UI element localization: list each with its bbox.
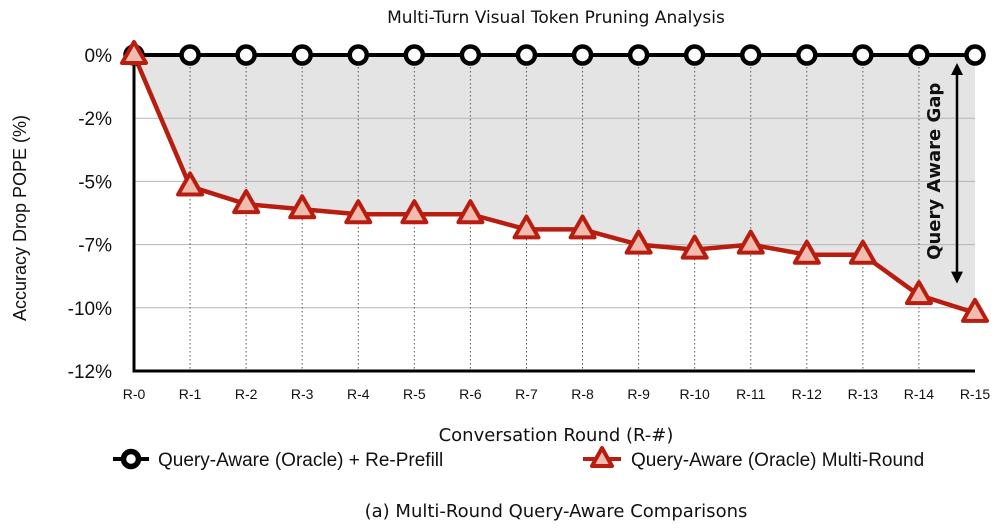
legend-label-re-prefill: Query-Aware (Oracle) + Re-Prefill (158, 450, 443, 471)
point-multi-round-8 (568, 214, 597, 240)
point-re-prefill-7 (515, 44, 538, 66)
point-multi-round-10 (680, 234, 709, 260)
x-tick-label-7: R-7 (515, 386, 538, 402)
point-multi-round-6 (456, 199, 485, 225)
point-multi-round-11 (736, 229, 765, 255)
y-tick-label-2: -5% (78, 172, 112, 193)
x-tick-label-0: R-0 (123, 386, 146, 402)
plot-area: 0% -2% -5% -7% -10% -12% R-0 R-1 R-2 R-3 R-4 R-5 R-6… (68, 40, 991, 402)
point-re-prefill-1 (179, 44, 201, 66)
point-multi-round-2 (232, 189, 261, 215)
y-tick-label-3: -7% (78, 236, 112, 257)
point-multi-round-5 (400, 199, 429, 225)
x-axis-label: Conversation Round (R-#) (439, 425, 674, 446)
gap-arrow-head-top (951, 63, 963, 75)
x-tick-label-9: R-9 (627, 386, 650, 402)
y-axis-label: Accuracy Drop POPE (%) (10, 115, 30, 321)
point-re-prefill-12 (796, 44, 818, 66)
point-re-prefill-5 (403, 44, 426, 66)
point-multi-round-3 (288, 194, 317, 220)
x-tick-label-4: R-4 (347, 386, 370, 402)
y-tick-label-4: -10% (68, 299, 112, 320)
point-re-prefill-14 (908, 44, 930, 66)
point-multi-round-9 (624, 229, 653, 255)
point-re-prefill-3 (291, 44, 313, 66)
legend: Query-Aware (Oracle) + Re-Prefill Query-… (113, 446, 924, 471)
point-multi-round-7 (512, 214, 541, 240)
figure-caption: (a) Multi-Round Query-Aware Comparisons (365, 501, 748, 522)
x-tick-label-10: R-10 (679, 386, 710, 402)
x-tick-label-14: R-14 (904, 386, 935, 402)
x-tick-label-6: R-6 (459, 386, 482, 402)
point-re-prefill-6 (459, 44, 482, 66)
point-re-prefill-10 (683, 44, 706, 66)
gap-shaded-area (134, 55, 975, 313)
gap-arrow-head-bottom (951, 271, 963, 284)
point-multi-round-15 (961, 297, 989, 323)
series-multi-round-line (131, 54, 976, 316)
point-re-prefill-15 (964, 44, 986, 66)
legend-marker-multi-round (590, 446, 614, 468)
point-multi-round-12 (792, 239, 821, 265)
point-re-prefill-13 (852, 44, 874, 66)
chart-title: Multi-Turn Visual Token Pruning Analysis (387, 8, 725, 28)
x-tick-label-5: R-5 (403, 386, 426, 402)
legend-label-multi-round: Query-Aware (Oracle) Multi-Round (631, 450, 924, 471)
x-tick-label-12: R-12 (792, 386, 823, 402)
x-tick-label-11: R-11 (736, 386, 766, 402)
x-tick-label-1: R-1 (179, 386, 202, 402)
point-multi-round-0 (120, 40, 148, 65)
x-tick-label-2: R-2 (235, 386, 258, 402)
point-re-prefill-2 (235, 44, 257, 66)
y-tick-label-5: -12% (68, 362, 112, 383)
point-multi-round-1 (176, 171, 205, 197)
y-tick-label-1: -2% (78, 109, 112, 130)
x-tick-label-3: R-3 (291, 386, 314, 402)
y-tick-label-0: 0% (85, 46, 113, 67)
point-re-prefill-8 (571, 44, 594, 66)
point-re-prefill-4 (347, 44, 370, 66)
x-tick-label-13: R-13 (848, 386, 879, 402)
point-re-prefill-11 (739, 44, 762, 66)
point-multi-round-4 (344, 199, 373, 225)
gap-annotation: Query Aware Gap (924, 83, 945, 260)
x-tick-label-15: R-15 (960, 386, 991, 402)
x-tick-label-8: R-8 (571, 386, 594, 402)
legend-marker-re-prefill-top (121, 449, 141, 469)
point-re-prefill-9 (627, 44, 650, 66)
point-multi-round-13 (848, 239, 877, 265)
point-multi-round-14 (904, 280, 933, 306)
